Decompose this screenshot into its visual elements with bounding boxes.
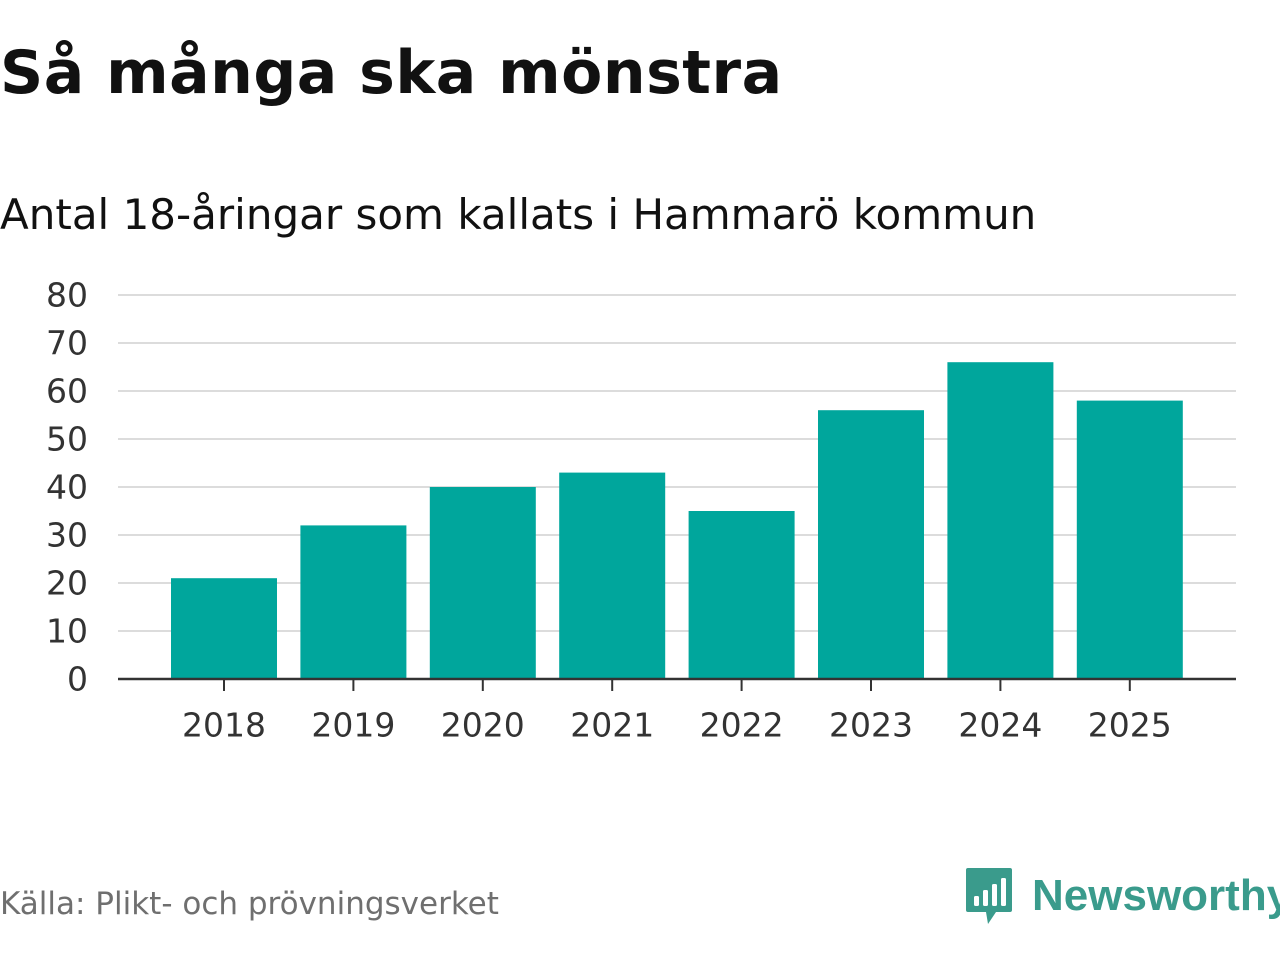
tick-labels: 0 10 20 30 40 50 60 70 80 2018 2019 2020 2021 2022 202… <box>46 276 1172 745</box>
x-tick-label: 2019 <box>311 706 395 745</box>
chart-title: Så många ska mönstra <box>0 38 783 108</box>
brand-name: Newsworthy <box>1032 871 1280 920</box>
y-tick-label: 60 <box>46 372 88 411</box>
x-tick-label: 2021 <box>570 706 654 745</box>
y-tick-label: 80 <box>46 276 88 315</box>
bar-chart: 0 10 20 30 40 50 60 70 80 2018 2019 2020 2021 2022 202… <box>46 276 1236 745</box>
x-tick-label: 2024 <box>958 706 1042 745</box>
bar <box>559 472 666 679</box>
x-tick-label: 2018 <box>182 706 266 745</box>
bar <box>1076 400 1183 679</box>
y-tick-label: 70 <box>46 324 88 363</box>
axes <box>118 677 1236 691</box>
y-tick-label: 40 <box>46 468 88 507</box>
bars <box>171 362 1183 679</box>
x-tick-label: 2023 <box>829 706 913 745</box>
bar <box>947 362 1054 679</box>
y-tick-label: 50 <box>46 420 88 459</box>
x-tick-label: 2025 <box>1088 706 1172 745</box>
chart-subtitle: Antal 18-åringar som kallats i Hammarö k… <box>0 190 1037 239</box>
x-tick-label: 2022 <box>700 706 784 745</box>
brand-logo: Newsworthy <box>964 866 1280 926</box>
bar <box>688 511 795 679</box>
x-tick-label: 2020 <box>441 706 525 745</box>
gridlines <box>118 294 1236 632</box>
y-tick-label: 30 <box>46 516 88 555</box>
newsworthy-logo-icon <box>966 868 1012 924</box>
y-tick-label: 0 <box>67 660 88 699</box>
bar <box>171 578 277 679</box>
bar <box>429 487 536 679</box>
bar <box>300 525 407 679</box>
bar <box>818 410 924 679</box>
y-tick-label: 20 <box>46 564 88 603</box>
source-note: Källa: Plikt- och prövningsverket <box>0 886 499 922</box>
y-tick-label: 10 <box>46 612 88 651</box>
